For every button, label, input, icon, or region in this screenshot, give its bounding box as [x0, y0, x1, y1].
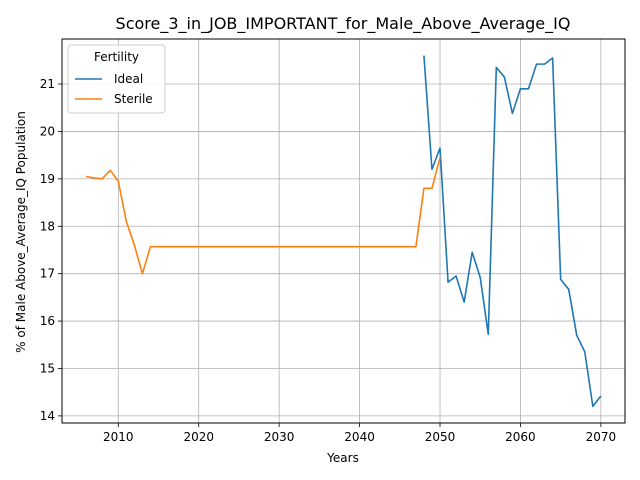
y-tick-label: 18: [40, 219, 55, 233]
chart-title: Score_3_in_JOB_IMPORTANT_for_Male_Above_…: [116, 14, 571, 34]
x-tick-label: 2050: [425, 430, 456, 444]
y-tick-label: 14: [40, 409, 55, 423]
y-tick-label: 21: [40, 77, 55, 91]
y-tick-label: 17: [40, 267, 55, 281]
x-axis-label: Years: [326, 451, 359, 465]
series-layer: [85, 55, 602, 408]
y-tick-label: 20: [40, 124, 55, 138]
grid-lines: [62, 39, 625, 423]
plot-frame: [61, 38, 626, 424]
x-tick-label: 2030: [264, 430, 295, 444]
legend-box: [67, 44, 166, 114]
x-tick-label: 2040: [344, 430, 375, 444]
legend-title: Fertility: [94, 50, 139, 64]
legend-label-ideal: Ideal: [114, 72, 143, 86]
y-tick-label: 16: [40, 314, 55, 328]
series-line-sterile: [85, 157, 441, 275]
y-axis-label: % of Male Above_Average_IQ Population: [14, 111, 28, 353]
x-tick-label: 2060: [505, 430, 536, 444]
x-tick-label: 2010: [103, 430, 134, 444]
legend: Fertility Ideal Sterile: [67, 44, 166, 114]
y-tick-label: 15: [40, 361, 55, 375]
x-tick-label: 2070: [586, 430, 617, 444]
x-axis-ticks: 2010 2020 2030 2040 2050 2060 2070: [103, 423, 616, 444]
series-line-ideal: [423, 55, 602, 408]
x-tick-label: 2020: [183, 430, 214, 444]
y-axis-ticks: 14 15 16 17 18 19 20 21: [40, 77, 62, 423]
legend-label-sterile: Sterile: [114, 92, 153, 106]
y-tick-label: 19: [40, 172, 55, 186]
